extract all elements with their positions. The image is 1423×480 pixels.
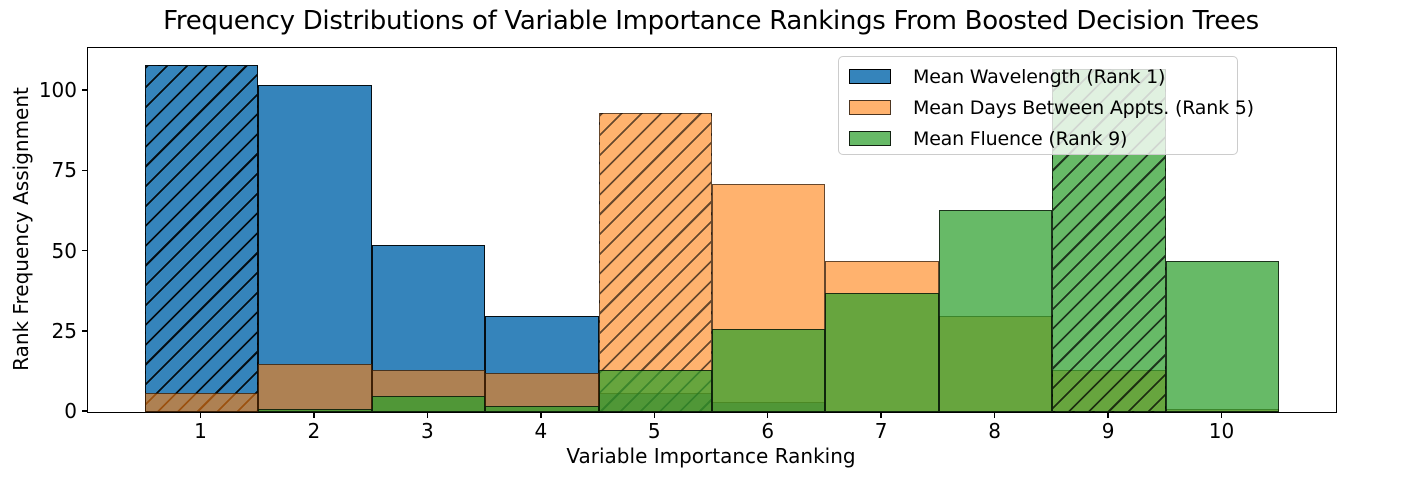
legend-item-0: Mean Wavelength (Rank 1) [839,61,1237,92]
x-tick-label: 3 [420,419,434,443]
y-tick-label: 50 [51,238,77,263]
x-tick-mark [199,412,202,418]
legend-label-2: Mean Fluence (Rank 9) [913,127,1128,150]
x-tick-label: 10 [1208,419,1235,443]
y-tick-mark [82,169,87,171]
legend-swatch-1 [849,100,891,115]
legend-label-0: Mean Wavelength (Rank 1) [913,65,1166,88]
legend-swatch-2 [849,131,891,146]
bar-series0-rank1 [144,65,259,412]
bar-series2-rank5 [598,370,712,412]
x-tick-mark [1220,412,1223,418]
x-tick-mark [993,412,996,418]
x-tick-label: 4 [534,419,548,443]
x-tick-label: 7 [874,419,888,443]
bar-series2-rank2 [258,408,372,412]
x-tick-label: 8 [988,419,1001,443]
bar-series2-rank7 [825,293,939,412]
x-axis-label: Variable Importance Ranking [566,444,856,468]
x-tick-mark [1107,412,1109,418]
plot-area [87,47,1337,413]
y-tick-label: 25 [51,318,77,343]
bar-series2-rank6 [712,328,826,412]
bar-series2-rank10 [1165,261,1280,412]
x-tick-label: 6 [761,419,775,443]
y-tick-label: 75 [51,158,77,183]
legend: Mean Wavelength (Rank 1) Mean Days Betwee… [838,56,1254,155]
bar-series2-rank4 [485,405,599,412]
x-tick-mark [313,412,315,418]
x-tick-mark [880,412,882,418]
bar-series1-rank1 [144,392,259,412]
y-tick-mark [82,89,87,91]
legend-item-1: Mean Days Between Appts. (Rank 5) [839,92,1254,123]
bar-series1-rank2 [258,363,372,412]
x-tick-label: 9 [1101,419,1115,443]
x-tick-label: 5 [647,419,661,443]
x-tick-mark [540,412,542,418]
y-tick-mark [82,249,87,252]
legend-label-1: Mean Days Between Appts. (Rank 5) [913,96,1254,119]
x-tick-mark [426,412,429,418]
bar-series1-rank5 [598,113,712,412]
bar-series2-rank8 [938,209,1053,412]
bar-series2-rank3 [371,395,486,412]
x-tick-mark [653,412,656,418]
y-tick-label: 100 [38,78,77,102]
x-tick-label: 2 [307,419,321,443]
chart-title: Frequency Distributions of Variable Impo… [163,6,1259,36]
x-tick-label: 1 [194,419,207,443]
y-tick-label: 0 [64,399,77,423]
y-tick-mark [82,410,87,412]
x-tick-mark [766,412,769,418]
y-axis-label: Rank Frequency Assignment [9,87,33,371]
y-tick-mark [82,330,87,332]
legend-swatch-0 [849,69,891,84]
bar-series1-rank4 [485,373,599,412]
legend-item-2: Mean Fluence (Rank 9) [839,123,1237,154]
